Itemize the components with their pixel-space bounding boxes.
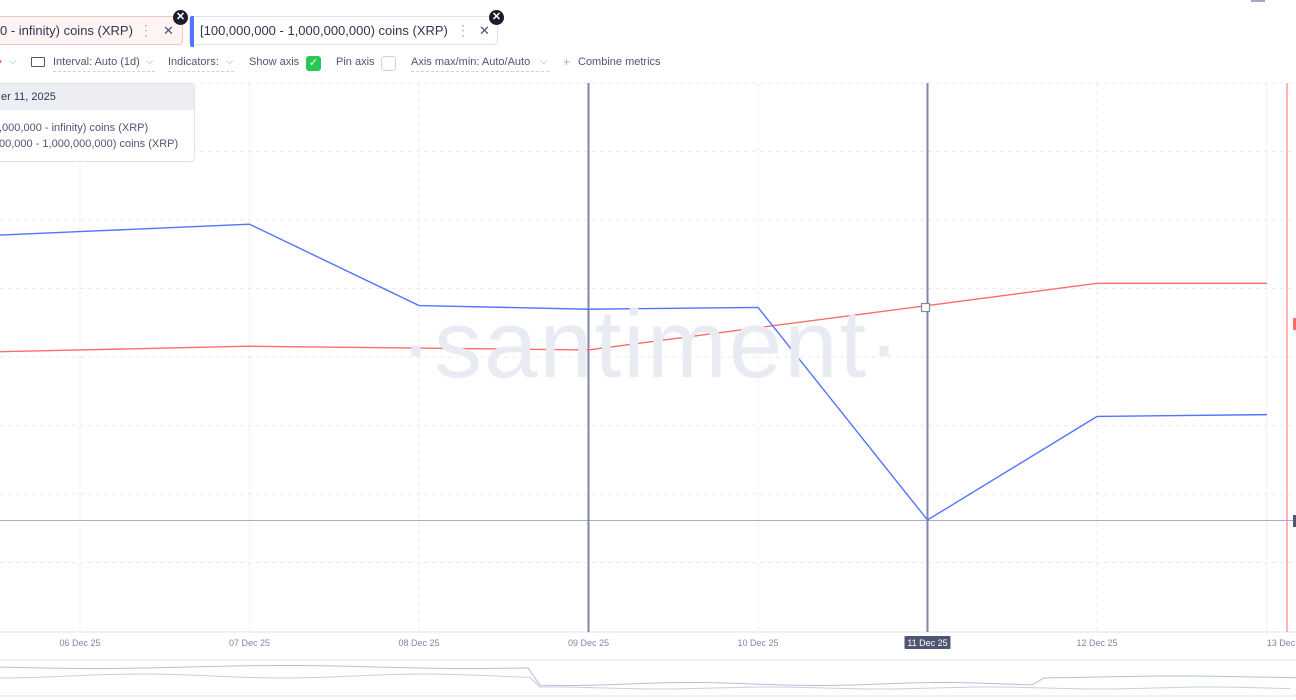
navigator-series-line xyxy=(0,673,1291,690)
interval-icon xyxy=(31,57,45,67)
x-tick-label: 11 Dec 25 xyxy=(907,638,947,648)
close-icon[interactable]: ✕ xyxy=(173,10,188,25)
x-tick-label: 07 Dec 25 xyxy=(229,638,270,648)
x-tick-label: 08 Dec 25 xyxy=(398,638,439,648)
more-options-icon[interactable]: ⋮ xyxy=(139,22,153,38)
plus-icon: + xyxy=(563,55,571,69)
tooltip-row: 00,000 - 1,000,000,000) coins (XRP) xyxy=(0,138,179,150)
close-icon[interactable]: ✕ xyxy=(489,10,504,25)
metric-tab-label: 0 - infinity) coins (XRP) xyxy=(0,23,133,38)
metric-tabs: 0 - infinity) coins (XRP) ⋮ ✕ ✕ [100,000… xyxy=(0,0,1296,50)
axis-marker-gray xyxy=(1293,515,1296,527)
more-options-icon[interactable]: ⋮ xyxy=(456,22,470,38)
menu-icon[interactable] xyxy=(1251,0,1265,2)
indicators-underline xyxy=(168,71,234,72)
x-tick-label: 10 Dec 25 xyxy=(737,638,778,648)
interval-underline xyxy=(53,71,155,72)
interval-select[interactable]: Interval: Auto (1d) xyxy=(53,56,140,68)
hover-point-marker xyxy=(920,302,931,313)
tooltip-row: ,000,000 - infinity) coins (XRP) xyxy=(0,122,149,134)
tooltip-date: er 11, 2025 xyxy=(0,84,194,110)
show-axis-label: Show axis xyxy=(249,56,300,68)
x-tick-label: 13 Dec xyxy=(1267,638,1296,648)
indicators-select[interactable]: Indicators: xyxy=(168,56,219,68)
axis-maxmin-underline xyxy=(411,71,549,72)
remove-icon[interactable]: ✕ xyxy=(163,23,174,38)
remove-icon[interactable]: ✕ xyxy=(479,23,490,38)
highlighted-tick-bg xyxy=(904,636,951,649)
combine-metrics-button[interactable]: Combine metrics xyxy=(578,56,661,68)
color-marker: ▪ xyxy=(0,56,2,68)
santiment-watermark: ·santiment· xyxy=(400,291,903,398)
metric-tab-label: [100,000,000 - 1,000,000,000) coins (XRP… xyxy=(200,23,448,38)
chevron-down-icon[interactable]: ⌵ xyxy=(9,56,17,67)
metric-tab-100m-1b-holders[interactable]: [100,000,000 - 1,000,000,000) coins (XRP… xyxy=(189,16,498,47)
chevron-down-icon[interactable]: ⌵ xyxy=(540,56,548,67)
chart-toolbar: ▪ ⌵ xyxy=(0,50,1296,76)
pin-axis-label: Pin axis xyxy=(336,56,375,68)
chart-tooltip: er 11, 2025 ,000,000 - infinity) coins (… xyxy=(0,83,195,162)
series-color-indicator xyxy=(190,16,194,47)
navigator-series-line xyxy=(0,665,1296,686)
show-axis-checkbox[interactable]: ✓ xyxy=(306,56,321,71)
chevron-down-icon[interactable]: ⌵ xyxy=(146,56,154,67)
pin-axis-checkbox[interactable] xyxy=(381,56,396,71)
axis-maxmin-select[interactable]: Axis max/min: Auto/Auto xyxy=(411,56,531,68)
metric-tab-all-holders[interactable]: 0 - infinity) coins (XRP) ⋮ ✕ xyxy=(0,16,183,45)
x-tick-label: 06 Dec 25 xyxy=(59,638,100,648)
chevron-down-icon[interactable]: ⌵ xyxy=(226,56,234,67)
x-tick-label: 09 Dec 25 xyxy=(568,638,609,648)
x-tick-label: 12 Dec 25 xyxy=(1076,638,1117,648)
axis-marker-red xyxy=(1293,318,1296,330)
